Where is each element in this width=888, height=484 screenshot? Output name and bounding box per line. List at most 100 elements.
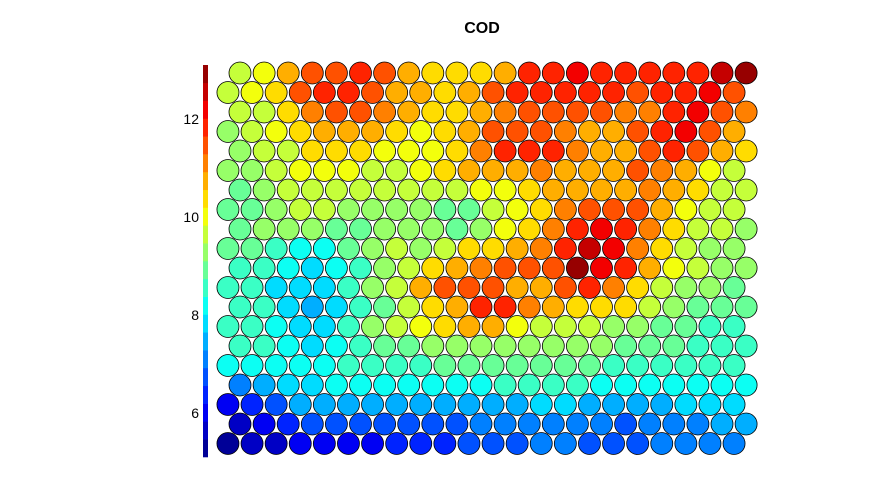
hex-cell — [698, 120, 722, 143]
hex-cell — [493, 412, 517, 436]
hex-cell — [734, 178, 758, 202]
hex-cell — [602, 432, 625, 455]
hex-cell — [469, 334, 493, 358]
hex-cell — [566, 256, 589, 280]
colorbar-segment — [203, 367, 208, 387]
hex-cell — [734, 373, 758, 397]
hex-cell — [421, 217, 445, 241]
hex-cell — [626, 393, 650, 416]
hex-cell — [541, 373, 565, 397]
colorbar-segment — [203, 314, 208, 333]
hex-cell — [614, 61, 637, 85]
hex-cell — [252, 373, 276, 397]
hex-cell — [566, 217, 589, 241]
hex-cell — [324, 256, 348, 280]
hex-cell — [662, 100, 686, 124]
hex-cell — [361, 237, 384, 260]
hex-cell — [228, 61, 252, 85]
hex-cell — [409, 393, 433, 416]
hex-cell — [300, 256, 324, 280]
hex-cell — [566, 139, 589, 163]
hex-cell — [324, 100, 348, 124]
hex-cell — [626, 354, 650, 377]
hex-cell — [578, 354, 601, 377]
hex-cell — [349, 217, 372, 241]
hex-cell — [409, 354, 433, 377]
hex-cell — [626, 237, 650, 260]
hex-cell — [674, 432, 698, 455]
hex-cell — [252, 139, 276, 163]
hex-cell — [397, 217, 421, 241]
hex-cell — [300, 334, 324, 358]
hex-cell — [361, 81, 384, 104]
hex-cell — [505, 81, 529, 104]
hex-cell — [541, 412, 565, 436]
hex-cell — [686, 100, 710, 124]
hex-cell — [300, 373, 324, 397]
colorbar-segment — [203, 278, 208, 297]
hex-cell — [445, 217, 469, 241]
hex-cell — [614, 217, 637, 241]
hex-cell — [529, 198, 553, 221]
hex-cell — [469, 61, 493, 85]
hex-cell — [505, 159, 529, 182]
colorbar-segment — [203, 332, 208, 351]
hex-cell — [409, 432, 433, 455]
colorbar-segment — [203, 243, 208, 262]
hex-cell — [469, 256, 493, 280]
hex-cell — [529, 237, 553, 260]
hex-cell — [433, 198, 457, 221]
hex-cell — [698, 198, 722, 221]
hex-cell — [493, 295, 517, 319]
hex-cell — [421, 61, 445, 85]
hex-cell — [650, 198, 674, 221]
hex-cell — [626, 198, 650, 221]
hex-cell — [373, 139, 397, 163]
hex-cell — [276, 217, 300, 241]
hex-cell — [288, 81, 312, 104]
hex-cell — [361, 393, 384, 416]
hex-cell — [578, 432, 601, 455]
hex-cell — [674, 393, 698, 416]
hex-cell — [493, 373, 517, 397]
hex-cell — [373, 334, 397, 358]
hex-cell — [240, 198, 264, 221]
hex-cell — [373, 178, 397, 202]
hex-cell — [602, 315, 625, 338]
hex-cell — [686, 256, 710, 280]
hex-cell — [505, 276, 529, 299]
hex-cell — [662, 412, 686, 436]
hex-cell — [650, 354, 674, 377]
hex-cell — [337, 276, 360, 299]
hex-cell — [734, 100, 758, 124]
hex-cell — [566, 295, 589, 319]
hex-cell — [662, 61, 686, 85]
hex-cell — [722, 315, 746, 338]
hex-cell — [541, 61, 565, 85]
hex-cell — [614, 256, 637, 280]
hex-cell — [457, 432, 481, 455]
hex-cell — [240, 120, 264, 143]
hex-cell — [216, 198, 240, 221]
hex-cell — [626, 432, 650, 455]
hex-cell — [481, 198, 505, 221]
hex-cell — [397, 412, 421, 436]
hex-cell — [674, 120, 698, 143]
hex-cell — [517, 178, 541, 202]
hex-cell — [361, 120, 384, 143]
hex-cell — [264, 276, 288, 299]
hex-cell — [686, 139, 710, 163]
hex-cell — [638, 178, 662, 202]
hex-cell — [638, 295, 662, 319]
hex-cell — [722, 432, 746, 455]
hex-cell — [240, 81, 264, 104]
hex-cell — [674, 315, 698, 338]
hex-cell — [469, 412, 493, 436]
hex-cell — [288, 354, 312, 377]
hex-cell — [312, 237, 336, 260]
hex-cell — [553, 432, 577, 455]
colorbar-segment — [203, 171, 208, 191]
hex-cell — [662, 217, 686, 241]
hex-cell — [626, 81, 650, 104]
hex-cell — [469, 217, 493, 241]
